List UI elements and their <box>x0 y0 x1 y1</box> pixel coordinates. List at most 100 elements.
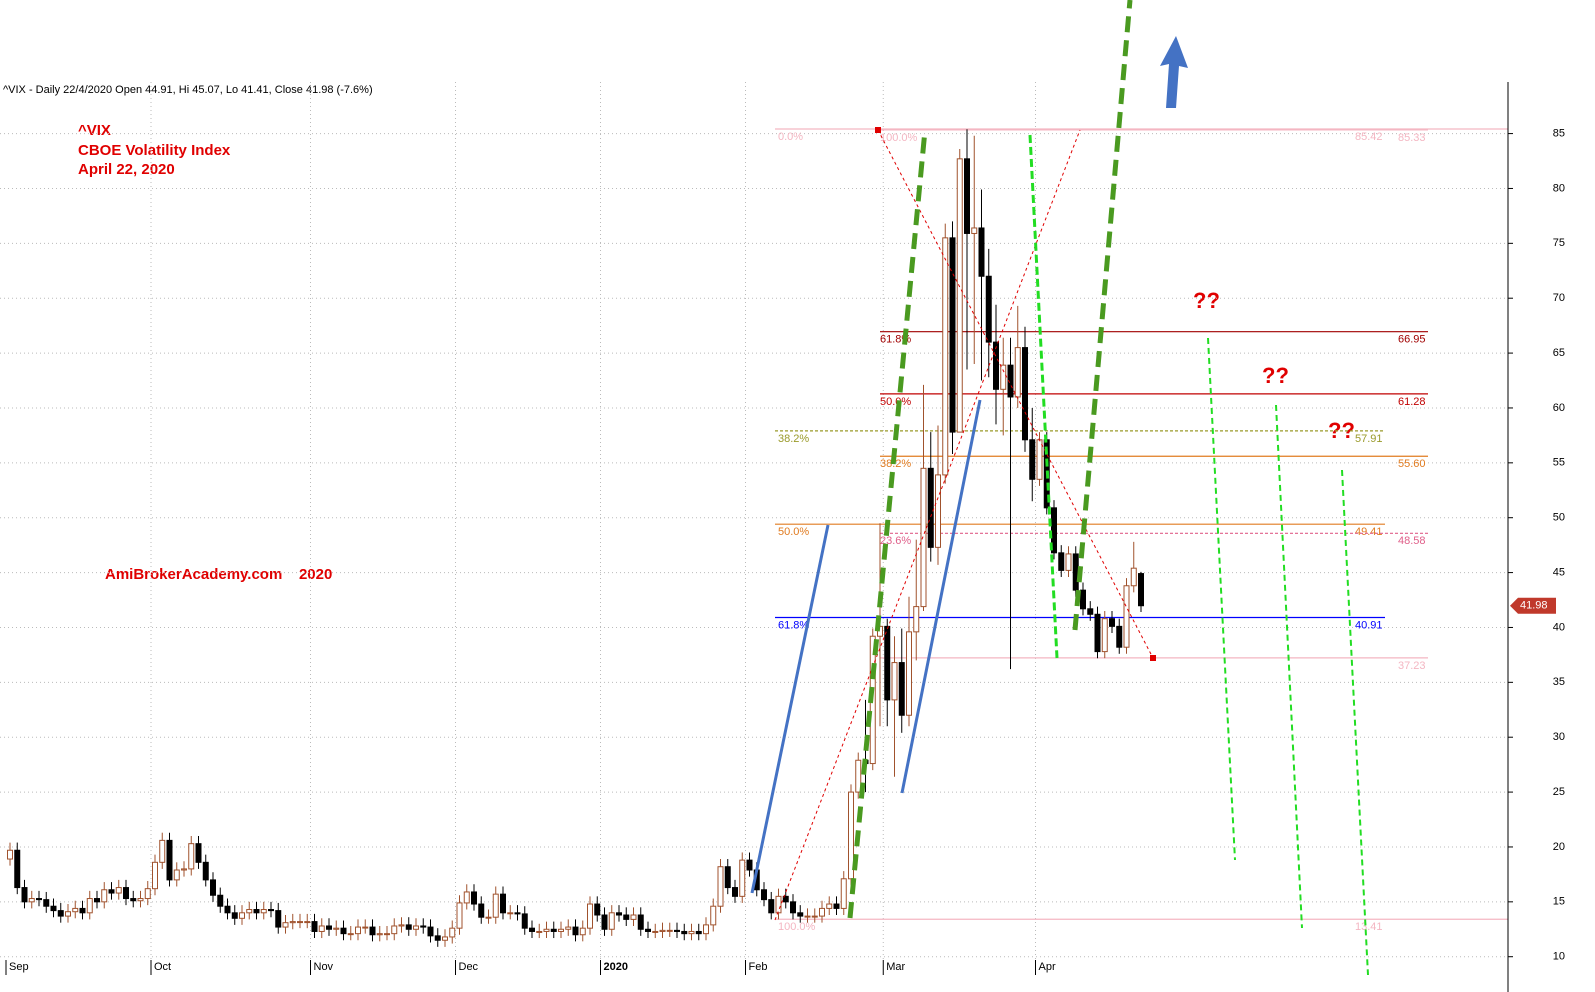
candle-body <box>391 925 398 935</box>
candle-body <box>717 866 724 907</box>
trend-line <box>1072 0 1133 631</box>
candle-body <box>413 925 419 930</box>
fib-pct-label: 100.0% <box>778 921 816 933</box>
candle-body <box>579 927 586 936</box>
candle-body <box>855 759 862 793</box>
candle-body <box>971 227 978 234</box>
title-line: ^VIX <box>78 122 111 139</box>
candle-body <box>318 925 325 932</box>
candle-body <box>521 913 528 929</box>
candle-body <box>398 924 405 927</box>
candle-body <box>797 912 804 917</box>
anchor <box>875 127 881 133</box>
candle-body <box>703 924 709 935</box>
layer: 41.98 <box>7 129 1556 947</box>
trend-line <box>1341 469 1369 976</box>
candle-body <box>130 898 137 902</box>
candle-body <box>608 912 615 930</box>
candle-body <box>710 905 717 926</box>
x-tick-label: Feb <box>749 961 768 973</box>
candle-body <box>224 905 231 914</box>
candle-body <box>14 849 21 889</box>
candle-body <box>434 935 441 941</box>
candle-body <box>695 930 702 935</box>
fib-value-label: 49.41 <box>1355 526 1383 538</box>
y-tick-label: 30 <box>1553 731 1565 743</box>
candle-body <box>804 915 811 918</box>
candle-body <box>115 887 122 894</box>
candle-body <box>616 912 622 916</box>
layer: 10 15 20 25 30 35 40 45 50 55 60 65 70 75 80 85 Sep Oct No… <box>0 82 1565 975</box>
y-tick-label: 45 <box>1553 566 1565 578</box>
fib-pct-label: 100.0% <box>880 132 918 144</box>
candle-body <box>478 903 485 918</box>
candle-body <box>1065 553 1072 571</box>
candle-body <box>927 467 934 548</box>
candle-body <box>7 849 13 860</box>
candle-body <box>942 237 949 476</box>
drawings <box>750 0 1369 976</box>
candle-body <box>253 909 260 914</box>
candle-body <box>282 922 289 928</box>
candle-body <box>36 898 42 901</box>
candle-body <box>956 158 963 433</box>
candle-body <box>768 899 775 914</box>
trend-line <box>900 399 982 794</box>
candle-body <box>28 898 35 903</box>
trend-line <box>1028 134 1059 659</box>
candle-body <box>1051 507 1057 554</box>
candle-body <box>572 926 579 936</box>
candle-body <box>101 889 108 903</box>
chart-header: ^VIX - Daily 22/4/2020 Open 44.91, Hi 45… <box>3 84 373 96</box>
candle-body <box>826 903 833 909</box>
candle-body <box>601 914 608 930</box>
trend-line <box>750 524 830 894</box>
candle-body <box>543 928 550 932</box>
candle-body <box>565 926 572 930</box>
y-tick-label: 50 <box>1553 512 1565 524</box>
candle-body <box>1036 439 1043 480</box>
candle-body <box>1109 618 1115 627</box>
trend-line <box>774 129 1081 921</box>
candle-body <box>384 933 390 936</box>
fib-value-label: 66.95 <box>1398 334 1426 346</box>
candle-body <box>739 859 746 897</box>
candle-body <box>50 905 57 912</box>
candle-body <box>239 912 245 919</box>
candle-body <box>195 843 202 863</box>
candle-body <box>442 936 448 941</box>
y-tick-label: 15 <box>1553 896 1565 908</box>
candle-body <box>985 275 992 343</box>
candle-body <box>231 912 238 919</box>
candle-body <box>260 909 267 914</box>
x-tick-label: Nov <box>314 961 334 973</box>
y-tick-label: 70 <box>1553 292 1565 304</box>
candle-body <box>137 898 144 902</box>
candle-body <box>297 921 303 924</box>
trend-line <box>1207 337 1236 861</box>
x-tick-label: Sep <box>9 961 29 973</box>
candle-body <box>188 843 195 870</box>
fib-pct-label: 61.8% <box>778 619 809 631</box>
candle-body <box>1058 552 1065 571</box>
candle-body <box>833 903 840 909</box>
fib-value-label: 55.60 <box>1398 458 1426 470</box>
candle-body <box>724 866 731 889</box>
candle-body <box>1080 589 1086 610</box>
y-tick-label: 75 <box>1553 237 1565 249</box>
candle-body <box>347 933 354 936</box>
watermark: AmiBrokerAcademy.com 2020 <box>105 566 332 583</box>
x-tick-label: Oct <box>154 961 171 973</box>
candle-body <box>355 926 361 935</box>
candle-body <box>913 606 920 633</box>
title-line: CBOE Volatility Index <box>78 142 231 159</box>
candle-body <box>333 927 340 930</box>
candle-body <box>884 625 891 701</box>
candle-body <box>1029 439 1036 480</box>
candle-body <box>246 909 253 914</box>
candle-body <box>202 861 209 881</box>
candle-body <box>645 928 651 932</box>
y-tick-label: 80 <box>1553 182 1565 194</box>
candle-body <box>79 907 86 914</box>
